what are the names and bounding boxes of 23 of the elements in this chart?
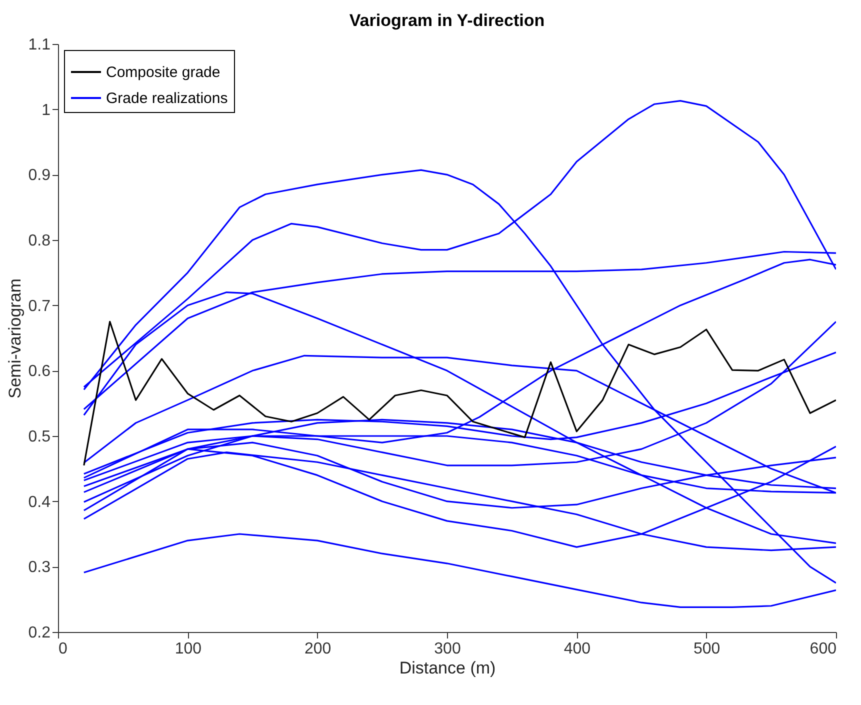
- x-tick-label: 300: [434, 640, 461, 658]
- y-tick-label: 0.2: [28, 624, 51, 642]
- x-tick-label: 100: [174, 640, 202, 658]
- y-tick-label: 0.5: [28, 428, 51, 446]
- x-axis-title: Distance (m): [399, 658, 496, 678]
- x-tick-label: 600: [810, 640, 837, 658]
- y-tick-label: 0.4: [28, 494, 51, 511]
- x-tick-label: 500: [693, 640, 720, 658]
- y-tick-label: 0.8: [28, 232, 51, 250]
- x-tick-label: 200: [304, 640, 332, 658]
- y-tick-label: 1.1: [28, 36, 51, 54]
- legend-label: Grade realizations: [106, 90, 228, 107]
- y-tick-label: 0.7: [28, 298, 51, 315]
- y-axis-title: Semi-variogram: [5, 278, 24, 398]
- chart-title: Variogram in Y-direction: [349, 11, 545, 30]
- x-tick-label: 0: [58, 640, 68, 658]
- y-tick-label: 1: [42, 102, 51, 119]
- y-tick-label: 0.6: [28, 363, 51, 380]
- x-tick-label: 400: [564, 640, 591, 658]
- legend-label: Composite grade: [106, 64, 220, 81]
- y-tick-label: 0.3: [28, 559, 51, 576]
- line-series: [83, 533, 836, 608]
- y-tick-label: 0.9: [28, 167, 51, 184]
